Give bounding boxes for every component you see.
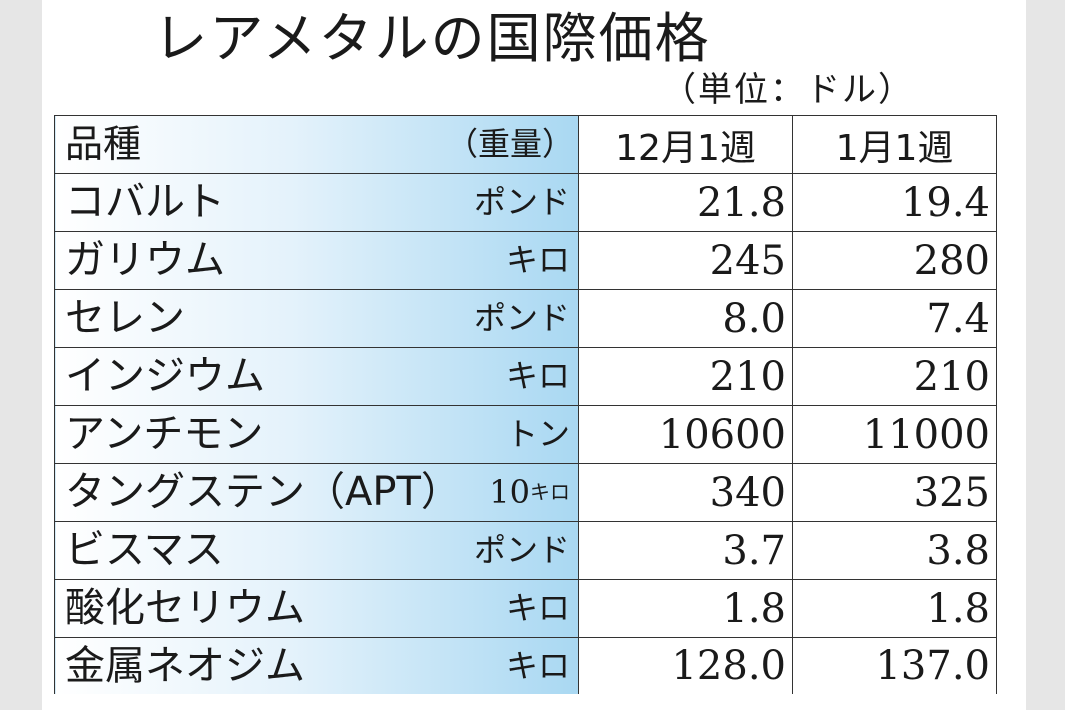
unit-note: （単位：ドル） bbox=[662, 70, 914, 110]
price-dec: 10600 bbox=[578, 405, 793, 464]
price-dec: 1.8 bbox=[578, 579, 793, 638]
price-table: 品種 （重量） 12月1週 1月1週 コバルト ポンド 21.8 19.4 ガリ… bbox=[54, 115, 997, 694]
price-dec: 21.8 bbox=[578, 173, 793, 232]
metal-name: タングステン（APT） bbox=[65, 469, 461, 515]
weight-small-unit: キロ bbox=[530, 480, 570, 504]
name-cell: 金属ネオジム キロ bbox=[54, 637, 579, 694]
name-cell: ビスマス ポンド bbox=[54, 521, 579, 580]
name-cell: インジウム キロ bbox=[54, 347, 579, 406]
table-row: ガリウム キロ 245 280 bbox=[54, 231, 997, 290]
header-item-label: 品種 bbox=[65, 122, 142, 166]
table-row: タングステン（APT） 10キロ 340 325 bbox=[54, 463, 997, 522]
metal-name: コバルト bbox=[65, 179, 225, 225]
metal-name: 酸化セリウム bbox=[65, 585, 305, 631]
table-row: 金属ネオジム キロ 128.0 137.0 bbox=[54, 637, 997, 694]
name-cell: コバルト ポンド bbox=[54, 173, 579, 232]
weight-unit: トン bbox=[505, 415, 570, 453]
table-row: コバルト ポンド 21.8 19.4 bbox=[54, 173, 997, 232]
weight-unit: 10キロ bbox=[489, 465, 570, 521]
price-jan: 210 bbox=[792, 347, 997, 406]
weight-unit: キロ bbox=[505, 589, 570, 627]
table-row: アンチモン トン 10600 11000 bbox=[54, 405, 997, 464]
metal-name: セレン bbox=[65, 295, 185, 341]
article-figure: レアメタルの国際価格 （単位：ドル） 品種 （重量） 12月1週 1月1週 コバ… bbox=[42, 0, 1026, 710]
weight-number: 10 bbox=[489, 473, 530, 511]
metal-name: 金属ネオジム bbox=[65, 643, 305, 689]
header-col-dec: 12月1週 bbox=[578, 115, 793, 174]
price-jan: 11000 bbox=[792, 405, 997, 464]
header-col-jan: 1月1週 bbox=[792, 115, 997, 174]
name-cell: ガリウム キロ bbox=[54, 231, 579, 290]
price-dec: 3.7 bbox=[578, 521, 793, 580]
table-row: インジウム キロ 210 210 bbox=[54, 347, 997, 406]
weight-unit: キロ bbox=[505, 241, 570, 279]
price-dec: 210 bbox=[578, 347, 793, 406]
metal-name: ビスマス bbox=[65, 527, 224, 573]
name-cell: タングステン（APT） 10キロ bbox=[54, 463, 579, 522]
header-item-cell: 品種 （重量） bbox=[54, 115, 579, 174]
price-jan: 325 bbox=[792, 463, 997, 522]
header-weight-label: （重量） bbox=[445, 125, 574, 163]
table-row: セレン ポンド 8.0 7.4 bbox=[54, 289, 997, 348]
name-cell: 酸化セリウム キロ bbox=[54, 579, 579, 638]
table-header-row: 品種 （重量） 12月1週 1月1週 bbox=[54, 115, 997, 174]
price-jan: 19.4 bbox=[792, 173, 997, 232]
metal-name: インジウム bbox=[65, 353, 265, 399]
name-cell: アンチモン トン bbox=[54, 405, 579, 464]
figure-title: レアメタルの国際価格 bbox=[153, 7, 711, 70]
name-cell: セレン ポンド bbox=[54, 289, 579, 348]
table-row: 酸化セリウム キロ 1.8 1.8 bbox=[54, 579, 997, 638]
weight-unit: キロ bbox=[505, 357, 570, 395]
price-jan: 7.4 bbox=[792, 289, 997, 348]
weight-unit: ポンド bbox=[473, 183, 570, 221]
price-dec: 128.0 bbox=[578, 637, 793, 694]
price-dec: 245 bbox=[578, 231, 793, 290]
table-row: ビスマス ポンド 3.7 3.8 bbox=[54, 521, 997, 580]
weight-unit: ポンド bbox=[473, 299, 570, 337]
metal-name: ガリウム bbox=[65, 237, 225, 283]
metal-name: アンチモン bbox=[65, 411, 264, 457]
price-jan: 3.8 bbox=[792, 521, 997, 580]
weight-unit: ポンド bbox=[473, 531, 570, 569]
price-jan: 137.0 bbox=[792, 637, 997, 694]
price-jan: 280 bbox=[792, 231, 997, 290]
weight-unit: キロ bbox=[505, 647, 570, 685]
price-dec: 340 bbox=[578, 463, 793, 522]
price-jan: 1.8 bbox=[792, 579, 997, 638]
price-dec: 8.0 bbox=[578, 289, 793, 348]
